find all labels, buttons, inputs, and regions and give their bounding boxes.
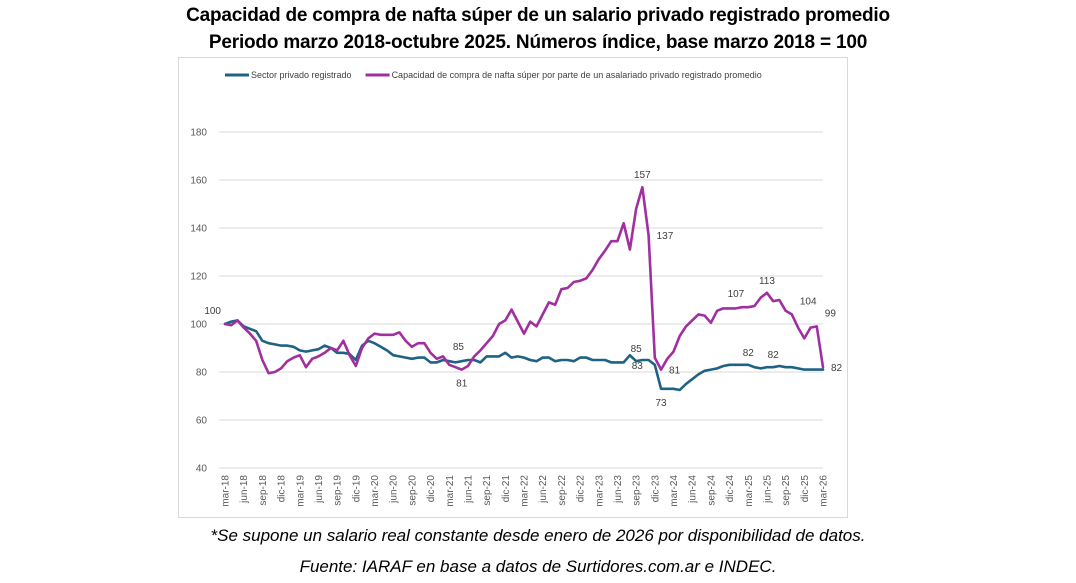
line-chart: 40 60 80 100 120 140 160 180 mar-18 jun-18 sep-18…: [190, 70, 842, 507]
x-tick-label: sep-20: [407, 475, 418, 506]
x-tick-label: jun-20: [389, 475, 400, 504]
x-tick-label: sep-21: [482, 475, 493, 506]
data-label: 85: [631, 344, 643, 355]
x-tick-label: jun-23: [613, 475, 624, 504]
chart-title: Capacidad de compra de nafta súper de un…: [186, 5, 890, 26]
y-tick-label: 100: [190, 320, 207, 331]
y-tick-label: 140: [190, 224, 207, 235]
x-tick-label: mar-26: [819, 475, 830, 507]
y-tick-label: 40: [196, 464, 208, 475]
legend-label: Sector privado registrado: [251, 70, 352, 80]
data-label: 104: [800, 296, 817, 307]
data-label: 107: [728, 289, 745, 300]
series-line-sector-privado: [223, 319, 825, 392]
x-tick-label: mar-19: [295, 475, 306, 507]
data-label: 83: [632, 361, 644, 372]
legend-label: Capacidad de compra de nafta súper por p…: [392, 70, 762, 80]
x-tick-label: sep-19: [333, 475, 344, 506]
y-tick-label: 60: [196, 416, 208, 427]
data-label: 82: [768, 350, 780, 361]
legend: Sector privado registrado Capacidad de co…: [225, 70, 762, 80]
x-tick-label: dic-24: [725, 475, 736, 503]
x-tick-label: mar-24: [669, 475, 680, 507]
y-tick-label: 180: [190, 128, 207, 139]
x-tick-label: mar-18: [221, 475, 232, 507]
footnote-assumption: *Se supone un salario real constante des…: [210, 526, 866, 545]
series-lines: [223, 185, 825, 392]
x-tick-label: dic-23: [650, 475, 661, 503]
x-tick-label: mar-22: [520, 475, 531, 507]
data-label: 73: [655, 398, 667, 409]
x-tick-label: mar-21: [445, 475, 456, 507]
x-tick-label: dic-18: [277, 475, 288, 503]
data-label: 157: [634, 170, 651, 181]
x-tick-label: dic-25: [800, 475, 811, 503]
x-tick-label: sep-22: [557, 475, 568, 506]
x-tick-label: jun-24: [688, 475, 699, 504]
x-tick-label: jun-21: [463, 475, 474, 504]
x-tick-label: dic-22: [576, 475, 587, 503]
x-tick-label: jun-25: [762, 475, 773, 504]
gridlines: [219, 131, 823, 469]
x-tick-label: jun-18: [239, 475, 250, 504]
y-tick-label: 160: [190, 176, 207, 187]
x-tick-label: sep-18: [258, 475, 269, 506]
series-line-nafta: [223, 185, 825, 375]
data-label: 81: [669, 366, 681, 377]
chart-subtitle: Periodo marzo 2018-octubre 2025. Números…: [208, 32, 868, 53]
x-tick-label: sep-23: [632, 475, 643, 506]
y-tick-label: 120: [190, 272, 207, 283]
chart-area: 40 60 80 100 120 140 160 180 mar-18 jun-18 sep-18…: [178, 57, 848, 518]
data-label: 85: [453, 342, 465, 353]
x-tick-label: sep-24: [706, 475, 717, 506]
y-axis: 40 60 80 100 120 140 160 180: [190, 128, 207, 475]
data-label: 82: [831, 363, 843, 374]
x-tick-label: mar-20: [370, 475, 381, 507]
data-label: 113: [759, 276, 775, 287]
data-label: 100: [204, 306, 221, 317]
data-label: 99: [825, 308, 837, 319]
data-label: 137: [657, 231, 674, 242]
x-tick-label: jun-22: [538, 475, 549, 504]
y-tick-label: 80: [196, 368, 208, 379]
x-axis: mar-18 jun-18 sep-18 dic-18 mar-19 jun-19 sep-…: [221, 475, 830, 507]
footnote-source: Fuente: IARAF en base a datos de Surtido…: [299, 557, 777, 576]
data-labels: 100 85 81 85 157 137 83 73 81 107 82 113 82 104 99 82: [204, 170, 842, 409]
x-tick-label: dic-20: [426, 475, 437, 503]
x-tick-label: dic-19: [351, 475, 362, 503]
x-tick-label: mar-23: [594, 475, 605, 507]
x-tick-label: jun-19: [314, 475, 325, 504]
x-tick-label: sep-25: [781, 475, 792, 506]
x-tick-label: mar-25: [744, 475, 755, 507]
data-label: 82: [743, 348, 755, 359]
x-tick-label: dic-21: [501, 475, 512, 503]
data-label: 81: [456, 379, 468, 390]
